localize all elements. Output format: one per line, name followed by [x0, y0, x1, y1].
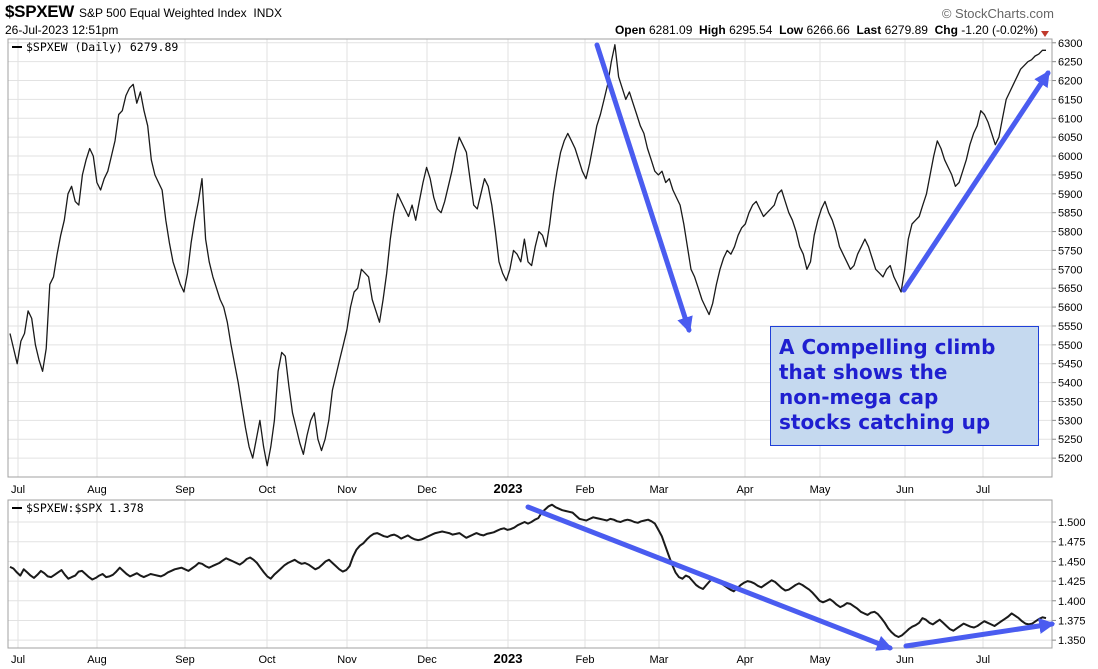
price-y-tick-label: 6150	[1058, 94, 1082, 106]
change-down-marker	[1041, 31, 1049, 37]
ratio-x-tick-label: 2023	[494, 651, 523, 666]
last-label: Last	[856, 23, 882, 37]
price-y-tick-label: 6050	[1058, 132, 1082, 144]
price-x-tick-label: Oct	[258, 484, 275, 496]
price-y-tick-label: 6100	[1058, 113, 1082, 125]
ratio-x-tick-label: Mar	[650, 654, 669, 666]
price-y-tick-label: 5450	[1058, 359, 1082, 371]
low-value: 6266.66	[806, 23, 850, 37]
price-y-tick-label: 5650	[1058, 283, 1082, 295]
index-name: S&P 500 Equal Weighted Index INDX	[79, 6, 282, 20]
ratio-y-tick-label: 1.500	[1058, 517, 1086, 529]
price-legend-label: $SPXEW (Daily) 6279.89	[26, 40, 178, 54]
ratio-x-tick-label: Feb	[576, 654, 595, 666]
price-x-tick-label: Jul	[976, 484, 990, 496]
annotation-box: A Compelling climb that shows the non-me…	[770, 326, 1039, 446]
last-value: 6279.89	[884, 23, 928, 37]
price-y-tick-label: 5750	[1058, 245, 1082, 257]
trend-arrow	[903, 617, 1056, 649]
price-y-tick-label: 6250	[1058, 57, 1082, 69]
annotation-line: A Compelling climb	[779, 335, 996, 359]
ratio-legend-label: $SPXEW:$SPX 1.378	[26, 501, 144, 515]
ratio-x-tick-label: Aug	[87, 654, 107, 666]
ratio-series-line	[9, 503, 1047, 638]
low-label: Low	[779, 23, 804, 37]
ratio-y-tick-label: 1.350	[1058, 635, 1086, 647]
price-y-tick-label: 5600	[1058, 302, 1082, 314]
ratio-y-tick-label: 1.375	[1058, 615, 1086, 627]
trend-arrow	[525, 504, 893, 651]
price-x-tick-label: Apr	[736, 484, 753, 496]
price-y-tick-label: 5550	[1058, 321, 1082, 333]
price-x-tick-label: Aug	[87, 484, 107, 496]
chg-label: Chg	[934, 23, 958, 37]
stockcharts-brand[interactable]: © StockCharts.com	[941, 6, 1054, 21]
trend-arrow	[594, 42, 693, 334]
price-y-tick-label: 5300	[1058, 415, 1082, 427]
price-y-tick-label: 5200	[1058, 453, 1082, 465]
price-y-tick-label: 6000	[1058, 151, 1082, 163]
price-y-tick-label: 5850	[1058, 208, 1082, 220]
ratio-x-tick-label: Apr	[736, 654, 753, 666]
trend-arrow	[901, 70, 1051, 293]
ratio-y-tick-label: 1.400	[1058, 596, 1086, 608]
price-panel-frame	[7, 38, 1053, 478]
price-x-tick-label: Nov	[337, 484, 357, 496]
price-y-tick-label: 5800	[1058, 227, 1082, 239]
ratio-x-tick-label: Jul	[976, 654, 990, 666]
annotation-line: stocks catching up	[779, 410, 991, 434]
index-full-name: S&P 500 Equal Weighted Index	[79, 6, 247, 20]
ohlc-readout: Open 6281.09 High 6295.54 Low 6266.66 La…	[615, 23, 1038, 37]
ratio-x-tick-label: Dec	[417, 654, 437, 666]
price-y-tick-label: 5950	[1058, 170, 1082, 182]
price-y-tick-label: 5250	[1058, 434, 1082, 446]
price-x-tick-label: Mar	[650, 484, 669, 496]
price-x-tick-label: Feb	[576, 484, 595, 496]
price-x-tick-label: Jul	[11, 484, 25, 496]
exchange-label: INDX	[253, 6, 283, 20]
open-label: Open	[614, 23, 646, 37]
ratio-y-tick-label: 1.425	[1058, 576, 1086, 588]
price-x-tick-label: May	[810, 484, 831, 496]
annotation-line: non-mega cap	[779, 385, 939, 409]
symbol-title: $SPXEW	[5, 2, 75, 21]
annotation-line: that shows the	[779, 360, 948, 384]
price-y-tick-label: 6200	[1058, 76, 1082, 88]
ratio-x-tick-label: Jun	[896, 654, 914, 666]
open-value: 6281.09	[648, 23, 693, 37]
ratio-y-tick-label: 1.475	[1058, 537, 1086, 549]
price-y-tick-label: 5350	[1058, 396, 1082, 408]
price-y-tick-label: 5700	[1058, 264, 1082, 276]
price-x-tick-label: Jun	[896, 484, 914, 496]
price-y-tick-label: 5400	[1058, 378, 1082, 390]
ratio-x-tick-label: Oct	[258, 654, 275, 666]
ratio-x-tick-label: May	[810, 654, 831, 666]
quote-datetime: 26-Jul-2023 12:51pm	[5, 23, 119, 37]
ratio-x-tick-label: Nov	[337, 654, 357, 666]
price-y-tick-label: 5500	[1058, 340, 1082, 352]
ratio-panel-frame	[7, 499, 1053, 649]
price-y-tick-label: 6300	[1058, 38, 1082, 50]
price-x-tick-label: Dec	[417, 484, 437, 496]
high-value: 6295.54	[729, 23, 773, 37]
ratio-x-tick-label: Sep	[175, 654, 195, 666]
price-x-tick-label: 2023	[494, 481, 523, 496]
ratio-x-tick-label: Jul	[11, 654, 25, 666]
chg-value: -1.20 (-0.02%)	[961, 23, 1038, 37]
high-label: High	[699, 23, 726, 37]
ratio-y-tick-label: 1.450	[1058, 556, 1086, 568]
price-y-tick-label: 5900	[1058, 189, 1082, 201]
price-series-line	[9, 44, 1046, 467]
price-x-tick-label: Sep	[175, 484, 195, 496]
